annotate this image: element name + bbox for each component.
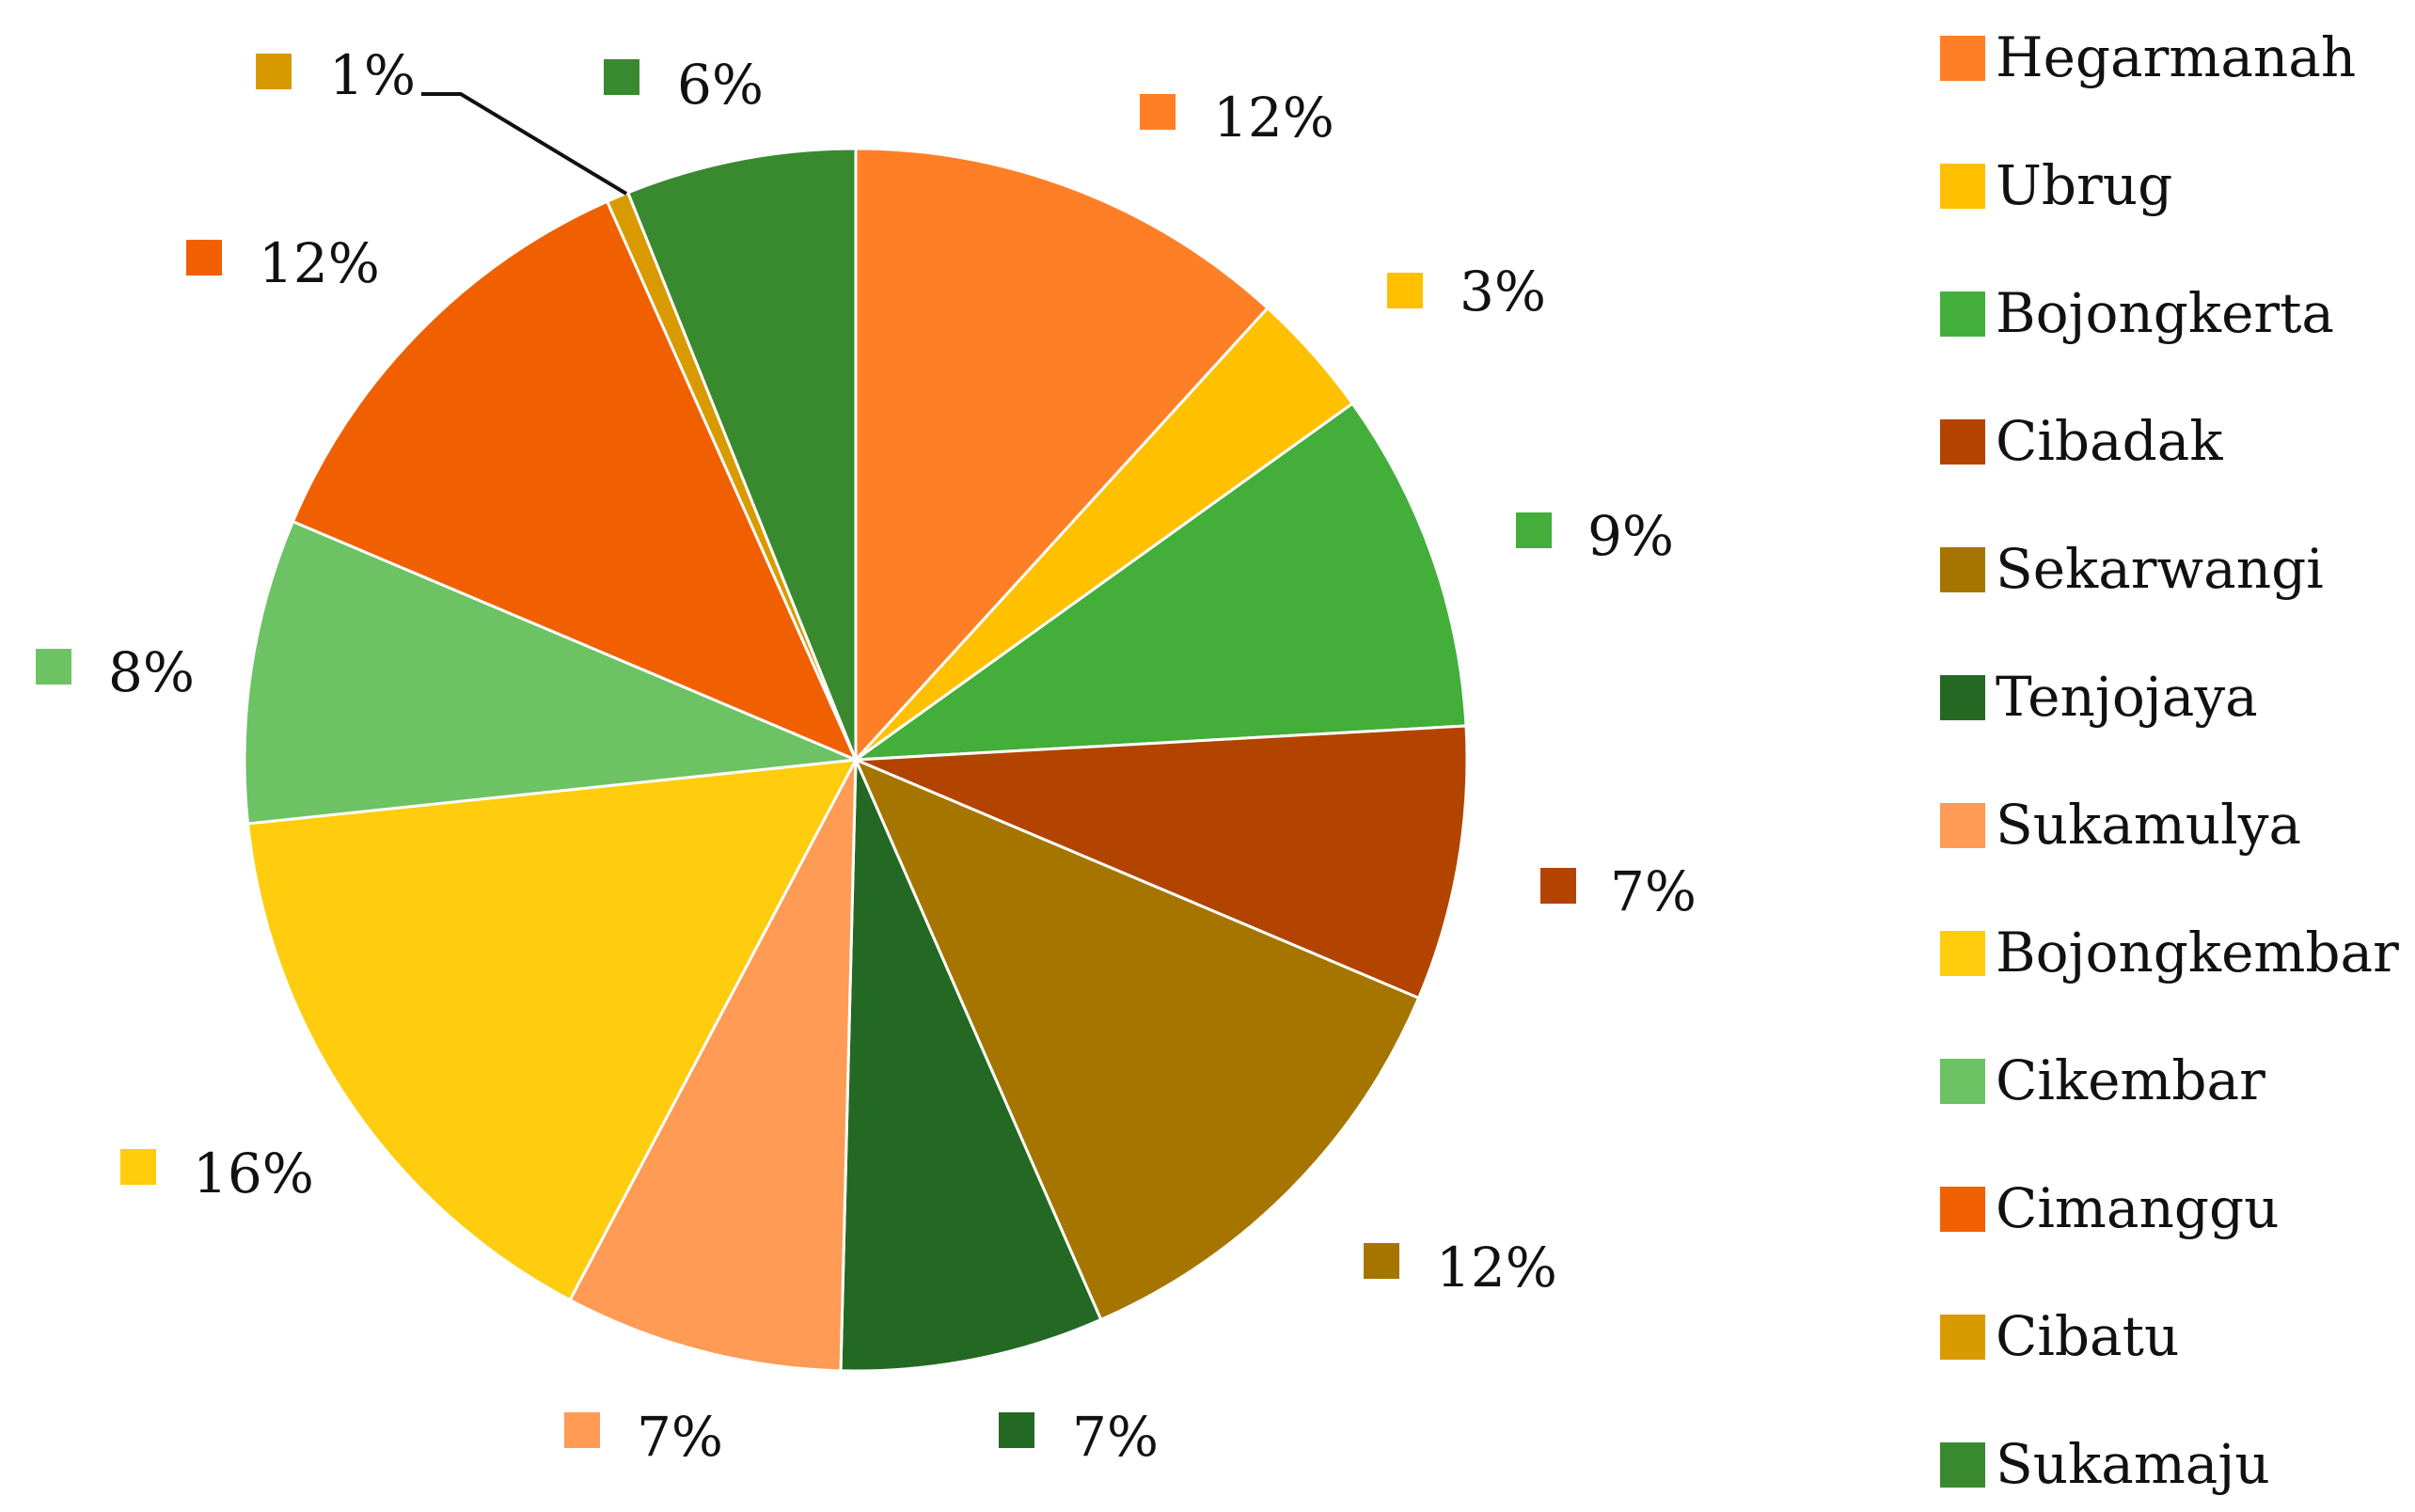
legend-swatch-ubrug	[1940, 164, 1985, 209]
legend-label-ubrug: Ubrug	[1996, 153, 2172, 217]
data-label-swatch-sukamaju	[604, 59, 639, 95]
data-label-bojongkerta: 9%	[1587, 504, 1674, 568]
legend-label-bojongkembar: Bojongkembar	[1996, 921, 2399, 984]
legend-label-cibatu: Cibatu	[1996, 1304, 2179, 1368]
leader-line-cibatu	[421, 92, 628, 196]
legend-swatch-bojongkerta	[1940, 291, 1985, 337]
data-label-cimanggu: 12%	[259, 231, 380, 295]
legend-label-hegarmanah: Hegarmanah	[1996, 25, 2356, 89]
legend-swatch-cikembar	[1940, 1059, 1985, 1104]
pie-slices	[243, 147, 1469, 1373]
legend-label-cikembar: Cikembar	[1996, 1048, 2265, 1112]
data-label-cikembar: 8%	[108, 640, 195, 704]
legend-label-tenjojaya: Tenjojaya	[1996, 665, 2258, 729]
legend: Hegarmanah Ubrug Bojongkerta Cibadak Sekarwa…	[1940, 25, 2399, 1496]
pie-slice-sukamaju	[625, 147, 858, 761]
data-label-sukamulya: 7%	[637, 1405, 723, 1469]
pie-slice-hegarmanah	[854, 147, 1271, 764]
pie-slice-cimanggu	[291, 199, 859, 763]
legend-swatch-cibatu	[1940, 1315, 1985, 1360]
data-label-swatch-bojongkerta	[1516, 512, 1552, 548]
pie-slice-bojongkerta	[850, 402, 1468, 762]
legend-label-bojongkerta: Bojongkerta	[1996, 281, 2334, 345]
legend-swatch-hegarmanah	[1940, 36, 1985, 81]
data-label-tenjojaya: 7%	[1072, 1405, 1159, 1469]
data-label-swatch-ubrug	[1387, 273, 1423, 308]
pie-slice-bojongkembar	[245, 758, 859, 1302]
legend-label-sukamaju: Sukamaju	[1996, 1432, 2270, 1496]
pie-slice-cibadak	[855, 724, 1469, 1000]
legend-swatch-sukamaju	[1940, 1442, 1985, 1488]
legend-label-cibadak: Cibadak	[1996, 409, 2223, 473]
pie-slice-cikembar	[243, 519, 857, 826]
data-label-sukamaju: 6%	[677, 53, 764, 117]
data-label-cibatu: 1%	[329, 43, 416, 107]
data-label-swatch-cibadak	[1540, 868, 1576, 904]
data-label-swatch-bojongkembar	[120, 1149, 156, 1185]
legend-swatch-sukamulya	[1940, 803, 1985, 848]
data-label-swatch-cikembar	[36, 649, 71, 685]
data-label-swatch-cibatu	[256, 54, 292, 89]
legend-label-sekarwangi: Sekarwangi	[1996, 537, 2324, 601]
data-label-swatch-sekarwangi	[1364, 1243, 1399, 1279]
legend-swatch-cibadak	[1940, 419, 1985, 465]
legend-swatch-bojongkembar	[1940, 931, 1985, 976]
data-label-swatch-hegarmanah	[1140, 94, 1176, 130]
data-label-sekarwangi: 12%	[1436, 1236, 1557, 1299]
data-labels: 12% 3% 9% 7% 12% 7% 7% 16% 8% 12% 1% 6%	[36, 43, 1697, 1469]
data-label-bojongkembar: 16%	[193, 1142, 314, 1205]
data-label-swatch-cimanggu	[186, 240, 222, 276]
pie-slice-sukamulya	[567, 759, 858, 1373]
legend-label-sukamulya: Sukamulya	[1996, 793, 2301, 857]
pie-slice-tenjojaya	[839, 759, 1103, 1373]
legend-swatch-tenjojaya	[1940, 675, 1985, 720]
legend-swatch-cimanggu	[1940, 1187, 1985, 1232]
pie-slice-sekarwangi	[853, 757, 1421, 1322]
data-label-ubrug: 3%	[1460, 260, 1546, 323]
data-label-swatch-sukamulya	[564, 1412, 600, 1448]
legend-swatch-sekarwangi	[1940, 547, 1985, 592]
legend-label-cimanggu: Cimanggu	[1996, 1176, 2279, 1240]
data-label-swatch-tenjojaya	[999, 1412, 1034, 1448]
data-label-cibadak: 7%	[1610, 859, 1697, 923]
data-label-hegarmanah: 12%	[1213, 86, 1334, 150]
